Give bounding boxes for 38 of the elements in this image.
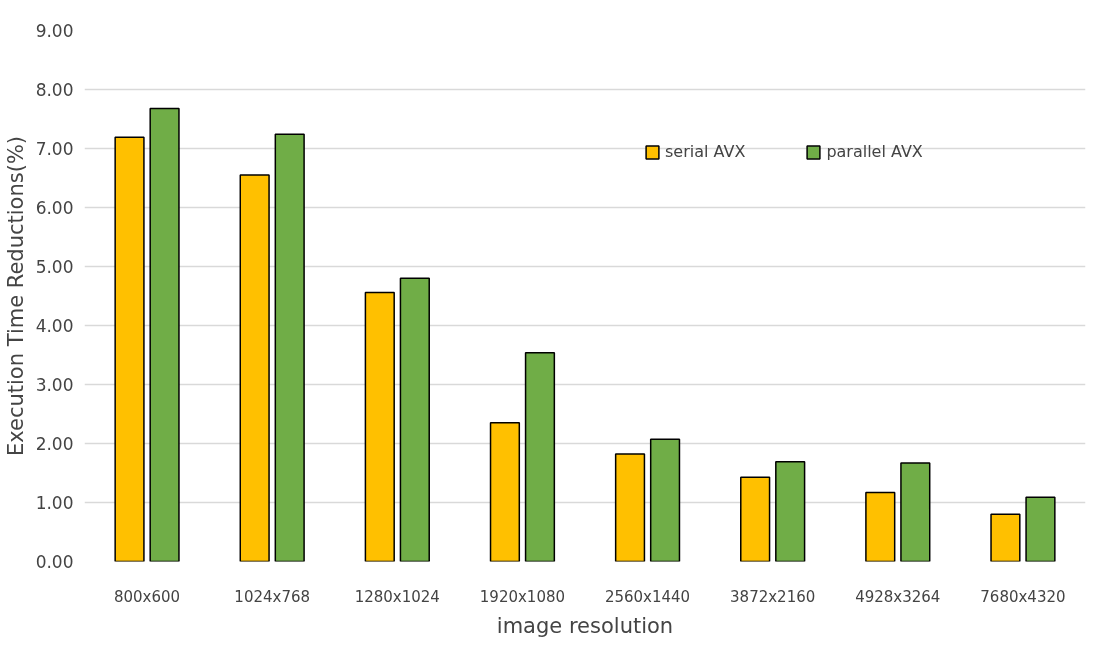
y-tick-label: 6.00 [35,198,74,218]
bar [865,491,896,562]
bar [649,438,681,562]
x-tick-label: 800x600 [113,587,181,606]
y-tick-label: 9.00 [35,21,74,41]
y-tick-label: 4.00 [35,316,74,336]
x-tick-label: 4928x3264 [855,587,941,606]
y-tick-label: 2.00 [35,434,74,454]
x-tick-label: 3872x2160 [730,587,816,606]
bar [114,136,145,562]
bar [399,277,430,562]
y-tick-label: 5.00 [35,257,74,277]
x-axis-title: image resolution [496,613,674,638]
bar [775,461,806,562]
bar [364,291,395,562]
y-tick-label: 3.00 [35,375,74,395]
bar [239,174,270,562]
bar [1025,496,1056,562]
y-tick-label: 7.00 [35,139,74,159]
y-axis-title: Execution Time Reductions(%) [3,135,28,457]
bar [990,513,1021,562]
x-tick-label: 1280x1024 [354,587,440,606]
x-tick-label: 1920x1080 [479,587,566,606]
x-tick-label: 1024x768 [234,587,311,606]
bar [489,422,521,562]
bar [149,107,180,562]
y-tick-label: 1.00 [35,493,74,513]
legend-label: serial AVX [665,142,746,161]
legend-label: parallel AVX [826,142,923,161]
x-tick-label: 2560x1440 [604,587,691,606]
bar [524,351,556,562]
y-tick-label: 8.00 [35,80,74,100]
bar [900,462,931,562]
bar [614,453,646,562]
y-tick-label: 0.00 [35,552,74,572]
bar [274,133,305,562]
x-tick-label: 7680x4320 [980,587,1066,606]
bar [740,476,771,562]
